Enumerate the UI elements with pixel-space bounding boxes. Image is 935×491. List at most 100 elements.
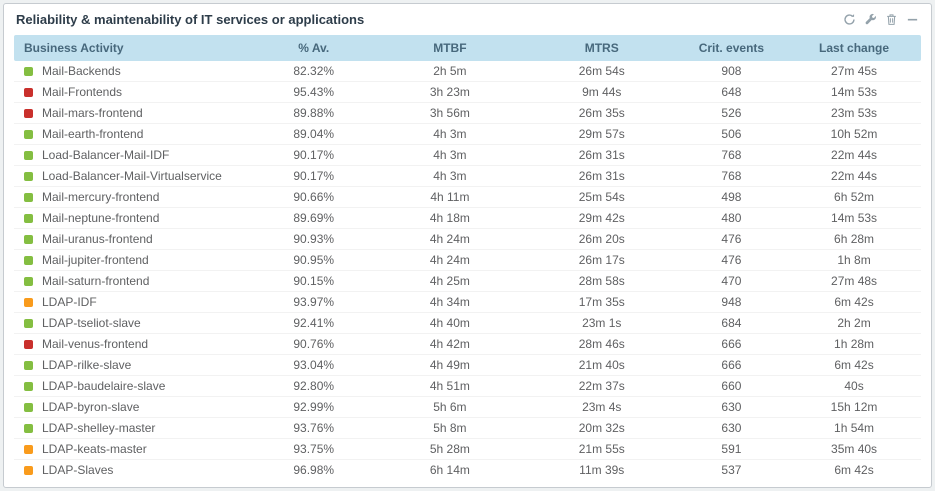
last-change-cell: 22m 44s: [787, 166, 921, 187]
mtrs-cell: 26m 54s: [527, 61, 676, 82]
status-icon: [24, 130, 33, 139]
availability-cell: 93.04%: [255, 355, 373, 376]
refresh-icon[interactable]: [843, 13, 856, 26]
crit-events-cell: 526: [675, 103, 788, 124]
status-icon: [24, 466, 33, 475]
business-activity-label: LDAP-tseliot-slave: [42, 316, 141, 330]
last-change-cell: 2h 2m: [787, 313, 921, 334]
wrench-icon[interactable]: [864, 13, 877, 26]
availability-cell: 90.93%: [255, 229, 373, 250]
availability-cell: 89.04%: [255, 124, 373, 145]
status-icon: [24, 67, 33, 76]
table-row[interactable]: Mail-mercury-frontend 90.66% 4h 11m 25m 54s…: [14, 187, 921, 208]
table-row[interactable]: Mail-venus-frontend 90.76% 4h 42m 28m 46s 66…: [14, 334, 921, 355]
mtrs-cell: 26m 35s: [527, 103, 676, 124]
trash-icon[interactable]: [885, 13, 898, 26]
status-icon: [24, 298, 33, 307]
widget-titlebar: Reliability & maintenability of IT servi…: [4, 4, 931, 33]
business-activity-label: Mail-uranus-frontend: [42, 232, 153, 246]
crit-events-cell: 476: [675, 229, 788, 250]
availability-cell: 93.97%: [255, 292, 373, 313]
mtbf-cell: 4h 24m: [372, 250, 528, 271]
table-row[interactable]: LDAP-keats-master 93.75% 5h 28m 21m 55s 591 3…: [14, 439, 921, 460]
business-activity-label: Mail-Backends: [42, 64, 121, 78]
mtrs-cell: 26m 31s: [527, 145, 676, 166]
availability-cell: 95.43%: [255, 82, 373, 103]
table-row[interactable]: LDAP-Slaves 96.98% 6h 14m 11m 39s 537 6m 42s: [14, 460, 921, 480]
mtrs-cell: 17m 35s: [527, 292, 676, 313]
table-row[interactable]: LDAP-byron-slave 92.99% 5h 6m 23m 4s 630 15h …: [14, 397, 921, 418]
last-change-cell: 6h 28m: [787, 229, 921, 250]
table-row[interactable]: Mail-jupiter-frontend 90.95% 4h 24m 26m 17s…: [14, 250, 921, 271]
table-row[interactable]: Mail-Backends 82.32% 2h 5m 26m 54s 908 27m 45…: [14, 61, 921, 82]
reliability-table: Business Activity % Av. MTBF MTRS Crit. …: [14, 35, 921, 480]
table-row[interactable]: LDAP-shelley-master 93.76% 5h 8m 20m 32s 630…: [14, 418, 921, 439]
minimize-icon[interactable]: [906, 13, 919, 26]
mtbf-cell: 4h 18m: [372, 208, 528, 229]
column-header-last-change[interactable]: Last change: [787, 35, 921, 61]
crit-events-cell: 666: [675, 355, 788, 376]
table-row[interactable]: Mail-saturn-frontend 90.15% 4h 25m 28m 58s 4…: [14, 271, 921, 292]
table-row[interactable]: Mail-Frontends 95.43% 3h 23m 9m 44s 648 14m 5…: [14, 82, 921, 103]
widget-toolbar: [843, 13, 919, 26]
status-icon: [24, 403, 33, 412]
table-row[interactable]: Mail-neptune-frontend 89.69% 4h 18m 29m 42s…: [14, 208, 921, 229]
column-header-mtbf[interactable]: MTBF: [372, 35, 528, 61]
column-header-availability[interactable]: % Av.: [255, 35, 373, 61]
business-activity-cell: LDAP-Slaves: [14, 460, 255, 480]
business-activity-cell: Load-Balancer-Mail-IDF: [14, 145, 256, 166]
mtrs-cell: 26m 31s: [527, 166, 676, 187]
table-row[interactable]: Load-Balancer-Mail-IDF 90.17% 4h 3m 26m 31s…: [14, 145, 921, 166]
status-icon: [24, 172, 33, 181]
business-activity-cell: LDAP-keats-master: [14, 439, 256, 460]
status-icon: [24, 214, 33, 223]
business-activity-cell: Mail-earth-frontend: [14, 124, 256, 145]
mtbf-cell: 3h 23m: [372, 82, 528, 103]
table-row[interactable]: Mail-earth-frontend 89.04% 4h 3m 29m 57s 506…: [14, 124, 921, 145]
mtrs-cell: 28m 58s: [527, 271, 676, 292]
column-header-mtrs[interactable]: MTRS: [527, 35, 676, 61]
business-activity-label: LDAP-byron-slave: [42, 400, 140, 414]
table-row[interactable]: Mail-mars-frontend 89.88% 3h 56m 26m 35s 526…: [14, 103, 921, 124]
availability-cell: 90.95%: [255, 250, 373, 271]
mtbf-cell: 4h 3m: [372, 145, 528, 166]
table-body: Mail-Backends 82.32% 2h 5m 26m 54s 908 27m 45…: [14, 61, 921, 480]
mtrs-cell: 26m 17s: [527, 250, 676, 271]
table-row[interactable]: LDAP-IDF 93.97% 4h 34m 17m 35s 948 6m 42s: [14, 292, 921, 313]
last-change-cell: 6m 42s: [787, 292, 921, 313]
mtbf-cell: 4h 40m: [372, 313, 528, 334]
crit-events-cell: 684: [675, 313, 788, 334]
business-activity-label: Load-Balancer-Mail-Virtualservice: [42, 169, 222, 183]
table-row[interactable]: LDAP-tseliot-slave 92.41% 4h 40m 23m 1s 684 2…: [14, 313, 921, 334]
availability-cell: 92.41%: [255, 313, 373, 334]
column-header-crit-events[interactable]: Crit. events: [675, 35, 788, 61]
status-icon: [24, 151, 33, 160]
status-icon: [24, 424, 33, 433]
business-activity-cell: Mail-Backends: [14, 61, 256, 82]
mtrs-cell: 29m 42s: [527, 208, 676, 229]
business-activity-cell: Mail-mercury-frontend: [14, 187, 256, 208]
status-icon: [24, 235, 33, 244]
mtbf-cell: 5h 8m: [372, 418, 528, 439]
mtbf-cell: 4h 42m: [372, 334, 528, 355]
mtrs-cell: 26m 20s: [527, 229, 676, 250]
mtbf-cell: 6h 14m: [429, 463, 470, 477]
table-row[interactable]: Load-Balancer-Mail-Virtualservice 90.17% 4…: [14, 166, 921, 187]
table-row[interactable]: LDAP-rilke-slave 93.04% 4h 49m 21m 40s 666 6m…: [14, 355, 921, 376]
business-activity-cell: Mail-mars-frontend: [14, 103, 256, 124]
column-header-business-activity[interactable]: Business Activity: [14, 35, 256, 61]
business-activity-cell: Load-Balancer-Mail-Virtualservice: [14, 166, 256, 187]
mtbf-cell: 4h 11m: [372, 187, 528, 208]
mtrs-cell: 9m 44s: [527, 82, 676, 103]
last-change-cell: 6h 52m: [787, 187, 921, 208]
business-activity-cell: LDAP-baudelaire-slave: [14, 376, 256, 397]
business-activity-cell: LDAP-byron-slave: [14, 397, 256, 418]
last-change-cell: 35m 40s: [787, 439, 921, 460]
table-row[interactable]: LDAP-baudelaire-slave 92.80% 4h 51m 22m 37s…: [14, 376, 921, 397]
business-activity-cell: LDAP-tseliot-slave: [14, 313, 256, 334]
availability-cell: 90.66%: [255, 187, 373, 208]
table-row[interactable]: Mail-uranus-frontend 90.93% 4h 24m 26m 20s 4…: [14, 229, 921, 250]
business-activity-label: LDAP-Slaves: [42, 463, 114, 477]
business-activity-label: Mail-mars-frontend: [42, 106, 143, 120]
mtbf-cell: 3h 56m: [372, 103, 528, 124]
